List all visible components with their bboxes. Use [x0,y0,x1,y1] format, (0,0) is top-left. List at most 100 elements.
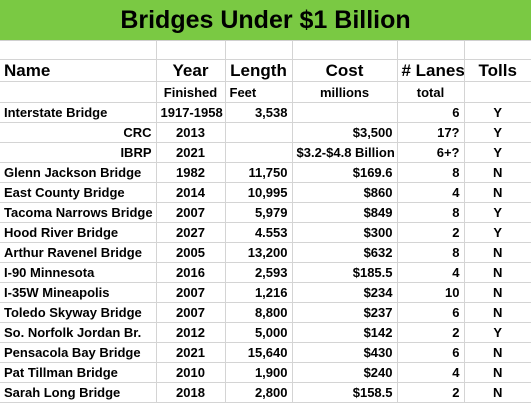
cell-name[interactable]: So. Norfolk Jordan Br. [0,322,157,343]
cell-cost[interactable]: $3,500 [291,122,398,143]
cell-cost[interactable]: $158.5 [291,382,398,403]
cell-lanes[interactable]: 2 [396,222,465,243]
cell-length[interactable]: 13,200 [224,242,293,263]
header-length[interactable]: Length [224,59,293,82]
cell-length[interactable]: 11,750 [224,162,293,183]
cell-cost[interactable]: $240 [291,362,398,383]
cell-name[interactable]: I-35W Mineapolis [0,282,157,303]
cell-length[interactable]: 1,216 [224,282,293,303]
cell-tolls[interactable]: N [463,242,531,263]
subheader-length[interactable]: Feet [224,81,293,103]
cell-tolls[interactable]: N [463,262,531,283]
cell-year[interactable]: 2010 [155,362,226,383]
cell-name[interactable]: Arthur Ravenel Bridge [0,242,157,263]
cell-tolls[interactable]: N [463,182,531,203]
cell-tolls[interactable]: Y [463,202,531,223]
empty-row[interactable] [0,41,531,60]
subheader-lanes[interactable]: total [396,81,465,103]
cell-cost[interactable]: $300 [291,222,398,243]
cell-length[interactable]: 1,900 [224,362,293,383]
cell-lanes[interactable]: 6 [396,302,465,323]
cell-cost[interactable] [291,102,398,123]
cell-name[interactable]: Tacoma Narrows Bridge [0,202,157,223]
cell-name[interactable]: CRC [0,122,157,143]
header-year[interactable]: Year [155,59,226,82]
cell-cost[interactable]: $169.6 [291,162,398,183]
cell-tolls[interactable]: N [463,302,531,323]
cell-lanes[interactable]: 8 [396,162,465,183]
cell-cost[interactable]: $234 [291,282,398,303]
cell-name[interactable]: Hood River Bridge [0,222,157,243]
cell-tolls[interactable]: Y [463,222,531,243]
cell-cost[interactable]: $860 [291,182,398,203]
cell-tolls[interactable]: N [463,162,531,183]
cell-tolls[interactable]: Y [463,102,531,123]
cell-length[interactable]: 8,800 [224,302,293,323]
cell-length[interactable]: 5,979 [224,202,293,223]
cell-cost[interactable]: $237 [291,302,398,323]
cell-lanes[interactable]: 17? [396,122,465,143]
cell-name[interactable]: Toledo Skyway Bridge [0,302,157,323]
cell-lanes[interactable]: 8 [396,202,465,223]
cell-tolls[interactable]: Y [463,142,531,163]
cell-cost[interactable]: $185.5 [291,262,398,283]
cell-length[interactable] [224,142,293,163]
cell-year[interactable]: 2021 [155,342,226,363]
cell-lanes[interactable]: 8 [396,242,465,263]
cell-lanes[interactable]: 6+? [396,142,465,163]
cell-year[interactable]: 2007 [155,302,226,323]
cell-year[interactable]: 2005 [155,242,226,263]
cell-cost[interactable]: $3.2-$4.8 Billion [291,142,398,163]
cell-year[interactable]: 2007 [155,282,226,303]
cell-length[interactable]: 2,593 [224,262,293,283]
header-name[interactable]: Name [0,59,157,82]
cell-year[interactable]: 2027 [155,222,226,243]
subheader-empty[interactable] [0,81,157,103]
header-lanes[interactable]: # Lanes [396,59,465,82]
cell-lanes[interactable]: 2 [396,382,465,403]
cell-tolls[interactable]: N [463,382,531,403]
cell-lanes[interactable]: 4 [396,182,465,203]
header-cost[interactable]: Cost [291,59,398,82]
cell-year[interactable]: 1917-1958 [155,102,226,123]
cell-name[interactable]: I-90 Minnesota [0,262,157,283]
cell-year[interactable]: 2014 [155,182,226,203]
cell-tolls[interactable]: N [463,362,531,383]
cell-cost[interactable]: $430 [291,342,398,363]
cell-cost[interactable]: $142 [291,322,398,343]
cell-year[interactable]: 1982 [155,162,226,183]
subheader-tolls-empty[interactable] [463,81,531,103]
title-banner[interactable]: Bridges Under $1 Billion [0,0,531,41]
cell-length[interactable]: 15,640 [224,342,293,363]
cell-year[interactable]: 2021 [155,142,226,163]
cell-tolls[interactable]: N [463,342,531,363]
cell-lanes[interactable]: 6 [396,342,465,363]
subheader-year[interactable]: Finished [155,81,226,103]
cell-name[interactable]: East County Bridge [0,182,157,203]
cell-name[interactable]: Pensacola Bay Bridge [0,342,157,363]
cell-year[interactable]: 2018 [155,382,226,403]
cell-lanes[interactable]: 6 [396,102,465,123]
cell-name[interactable]: Glenn Jackson Bridge [0,162,157,183]
cell-tolls[interactable]: N [463,282,531,303]
cell-lanes[interactable]: 2 [396,322,465,343]
cell-name[interactable]: IBRP [0,142,157,163]
cell-length[interactable] [224,122,293,143]
cell-lanes[interactable]: 10 [396,282,465,303]
cell-year[interactable]: 2007 [155,202,226,223]
cell-lanes[interactable]: 4 [396,362,465,383]
cell-year[interactable]: 2013 [155,122,226,143]
cell-tolls[interactable]: Y [463,322,531,343]
cell-name[interactable]: Sarah Long Bridge [0,382,157,403]
subheader-cost[interactable]: millions [291,81,398,103]
cell-name[interactable]: Pat Tillman Bridge [0,362,157,383]
cell-year[interactable]: 2012 [155,322,226,343]
cell-length[interactable]: 3,538 [224,102,293,123]
cell-length[interactable]: 4.553 [224,222,293,243]
cell-name[interactable]: Interstate Bridge [0,102,157,123]
cell-lanes[interactable]: 4 [396,262,465,283]
cell-cost[interactable]: $849 [291,202,398,223]
cell-tolls[interactable]: Y [463,122,531,143]
cell-length[interactable]: 10,995 [224,182,293,203]
cell-length[interactable]: 5,000 [224,322,293,343]
